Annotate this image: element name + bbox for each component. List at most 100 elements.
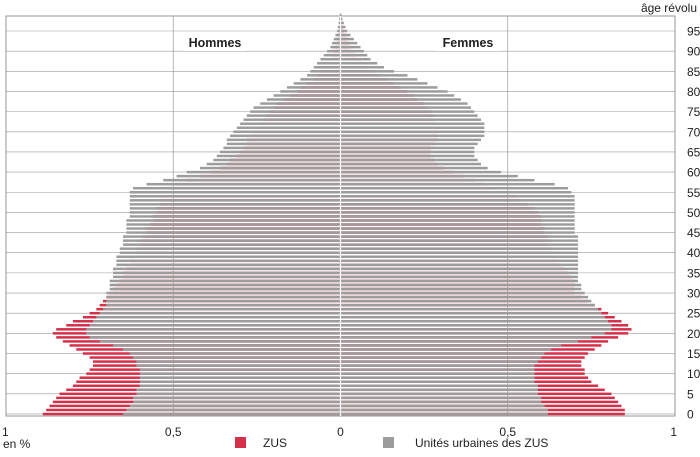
bar-uu-men [335, 34, 340, 36]
age-tick-label: 95 [687, 25, 700, 39]
bar-uu-men [136, 389, 340, 391]
bar-uu-women [341, 352, 545, 354]
bar-uu-women [341, 94, 455, 96]
age-tick-label: 50 [687, 206, 700, 220]
bar-uu-women [341, 288, 582, 290]
bar-uu-men [200, 167, 340, 169]
bar-uu-men [126, 219, 340, 221]
bar-uu-men [140, 380, 341, 382]
legend-swatch-uu [383, 437, 394, 448]
bar-uu-men [220, 151, 340, 153]
bar-uu-women [341, 328, 612, 330]
bar-uu-men [126, 231, 340, 233]
bar-uu-men [130, 203, 341, 205]
age-axis-title: âge révolu [641, 1, 697, 15]
age-tick-label: 45 [687, 226, 700, 240]
bar-uu-women [341, 251, 578, 253]
age-tick-label: 60 [687, 166, 700, 180]
age-tick-label: 30 [687, 287, 700, 301]
bar-uu-women [341, 413, 548, 415]
bar-uu-women [341, 78, 418, 80]
bar-uu-men [133, 187, 340, 189]
bar-uu-women [341, 280, 578, 282]
bar-uu-women [341, 260, 578, 262]
bar-uu-women [341, 308, 599, 310]
bar-uu-men [233, 131, 340, 133]
bar-uu-men [314, 66, 341, 68]
bar-uu-women [341, 122, 485, 124]
bar-uu-women [341, 74, 408, 76]
bar-uu-women [341, 155, 475, 157]
bar-uu-women [341, 292, 585, 294]
bar-uu-men [110, 284, 341, 286]
age-tick-label: 75 [687, 105, 700, 119]
bar-uu-men [237, 127, 341, 129]
bar-uu-men [123, 235, 340, 237]
legend-label-uu: Unités urbaines des ZUS [415, 436, 548, 450]
x-tick-label: 0,5 [165, 425, 182, 439]
bar-uu-men [106, 304, 340, 306]
bar-uu-men [140, 372, 341, 374]
bar-uu-men [126, 227, 340, 229]
bar-uu-men [123, 239, 340, 241]
bar-uu-women [341, 14, 342, 16]
bar-uu-women [341, 102, 468, 104]
bar-uu-women [341, 118, 481, 120]
bar-uu-men [140, 376, 341, 378]
bar-uu-men [120, 247, 341, 249]
age-tick-label: 35 [687, 266, 700, 280]
age-tick-label: 10 [687, 367, 700, 381]
bar-uu-women [341, 300, 592, 302]
bar-uu-men [227, 143, 341, 145]
bar-uu-men [213, 159, 340, 161]
bar-uu-women [341, 336, 592, 338]
bar-uu-men [330, 46, 340, 48]
bar-uu-men [130, 195, 341, 197]
bar-uu-men [113, 272, 340, 274]
bar-uu-men [250, 110, 340, 112]
bar-uu-men [100, 312, 341, 314]
bar-uu-men [310, 70, 340, 72]
bar-uu-men [110, 288, 341, 290]
bar-uu-women [341, 304, 595, 306]
age-tick-label: 5 [687, 387, 694, 401]
bar-uu-men [136, 360, 340, 362]
bar-uu-men [267, 98, 341, 100]
bar-uu-men [113, 276, 340, 278]
bar-uu-men [133, 356, 340, 358]
bar-uu-men [247, 114, 341, 116]
bar-uu-men [116, 260, 340, 262]
bar-uu-women [341, 360, 538, 362]
bar-uu-men [130, 405, 341, 407]
bar-uu-women [341, 284, 582, 286]
bar-uu-women [341, 110, 475, 112]
age-tick-label: 25 [687, 307, 700, 321]
bar-uu-women [341, 227, 575, 229]
bar-uu-women [341, 42, 358, 44]
bar-uu-men [130, 352, 341, 354]
bar-uu-women [341, 324, 612, 326]
bar-uu-women [341, 405, 545, 407]
legend: ZUS Unités urbaines des ZUS [235, 436, 548, 450]
age-tick-label: 80 [687, 85, 700, 99]
age-tick-label: 0 [687, 407, 694, 421]
bar-uu-women [341, 401, 542, 403]
bar-uu-men [230, 135, 340, 137]
bar-uu-women [341, 195, 575, 197]
bar-uu-men [106, 296, 340, 298]
bar-uu-men [217, 155, 341, 157]
bar-uu-men [130, 191, 341, 193]
age-tick-label: 65 [687, 145, 700, 159]
bar-uu-women [341, 114, 478, 116]
bar-uu-men [123, 348, 340, 350]
bar-uu-women [341, 191, 572, 193]
bar-uu-women [341, 320, 609, 322]
bar-uu-women [341, 167, 488, 169]
bar-uu-women [341, 272, 578, 274]
bar-uu-women [341, 231, 575, 233]
bar-uu-women [341, 82, 428, 84]
bar-uu-men [227, 139, 341, 141]
age-tick-label: 15 [687, 347, 700, 361]
